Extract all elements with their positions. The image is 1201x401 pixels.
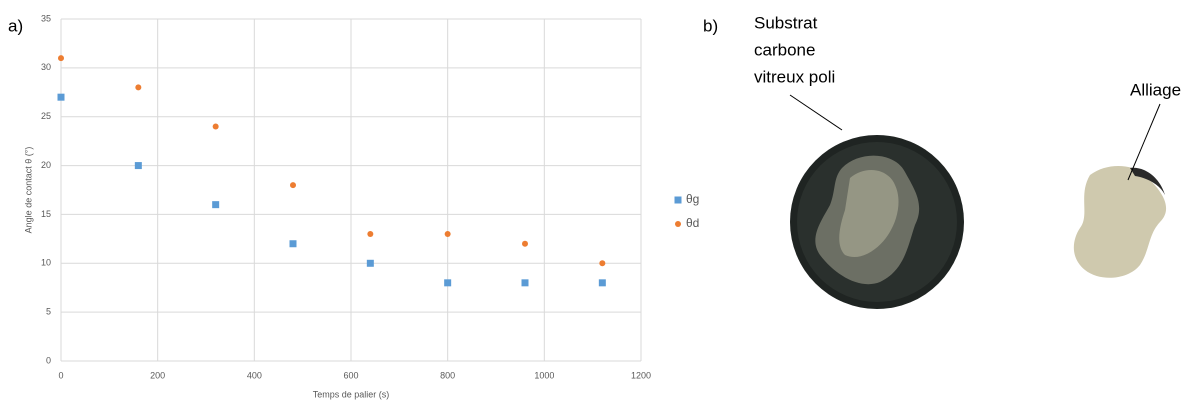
point	[290, 182, 296, 189]
annotation: Alliage	[1130, 80, 1181, 99]
pointer-line	[1127, 103, 1161, 181]
x-axis-label: Temps de palier (s)	[313, 389, 390, 399]
pointer-line	[789, 94, 843, 131]
x-tick-label: 1000	[534, 370, 554, 380]
x-tick-label: 400	[247, 370, 262, 380]
alloy-shadow	[1130, 167, 1165, 195]
legend-marker	[675, 221, 681, 227]
x-tick-label: 600	[343, 370, 358, 380]
x-tick-label: 0	[58, 370, 63, 380]
chart: 0 5 10 15 20 25 30 35 0 200 400 600 800 1000 1200 Temps…	[23, 13, 699, 399]
panel-label: a)	[8, 16, 23, 35]
legend-label: θd	[686, 216, 699, 230]
point	[134, 162, 142, 170]
y-tick-label: 10	[41, 258, 51, 268]
y-tick-label: 15	[41, 209, 51, 219]
annotation: carbone	[754, 40, 815, 59]
point	[444, 279, 452, 287]
point	[521, 279, 529, 287]
x-tick-label: 1200	[631, 370, 651, 380]
point	[57, 93, 65, 101]
point	[522, 240, 528, 247]
annotation: Substrat	[754, 13, 818, 32]
point	[212, 201, 220, 209]
x-tick-label: 800	[440, 370, 455, 380]
spread-alloy-highlight	[839, 169, 899, 258]
point	[289, 240, 297, 248]
y-tick-label: 35	[41, 13, 51, 23]
annotation: vitreux poli	[754, 67, 835, 86]
y-axis-label: Angle de contact θ (°)	[23, 147, 33, 234]
point	[599, 260, 606, 267]
y-tick-label: 20	[41, 160, 51, 170]
point	[135, 84, 142, 91]
y-tick-label: 25	[41, 111, 51, 121]
legend-marker	[674, 196, 682, 204]
y-tick-label: 30	[41, 62, 51, 72]
legend-label: θg	[686, 192, 699, 206]
photo: Substrat carbone vitreux poli Alliage	[754, 13, 1181, 309]
point	[444, 230, 451, 237]
y-tick-label: 0	[46, 355, 51, 365]
point	[598, 279, 606, 287]
y-tick-label: 5	[46, 307, 51, 317]
panel-label: b)	[703, 16, 718, 35]
point	[367, 230, 374, 237]
point	[366, 259, 374, 267]
x-tick-label: 200	[150, 370, 165, 380]
point	[58, 55, 64, 62]
alloy-drop	[1073, 165, 1167, 278]
point	[212, 123, 219, 130]
